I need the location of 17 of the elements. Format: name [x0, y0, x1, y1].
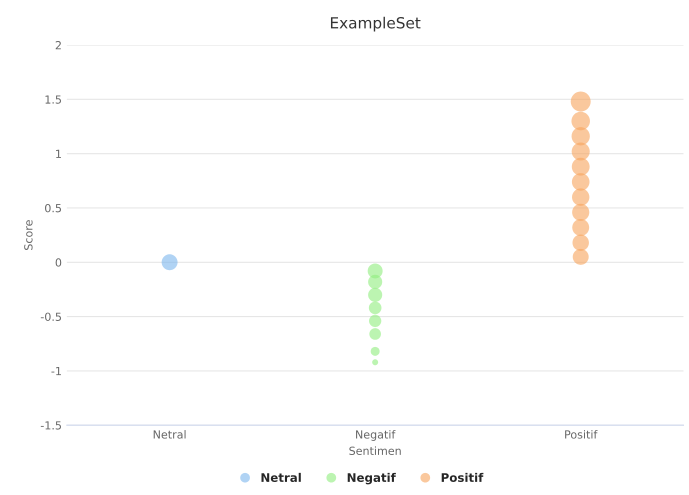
x-tick-label: Positif	[565, 430, 598, 439]
y-tick-label: 1	[56, 150, 61, 158]
legend-label: Positif	[442, 472, 484, 482]
y-tick-label: -1.5	[40, 421, 61, 430]
y-tick-label: 1.5	[46, 95, 61, 104]
x-tick-label: Netral	[154, 430, 186, 439]
legend-label: Negatif	[348, 472, 396, 484]
legend-label: Netral	[262, 472, 301, 482]
chart-title: ExampleSet	[330, 16, 420, 32]
x-axis-title: Sentimen	[349, 446, 401, 455]
y-tick-label: 0	[56, 258, 62, 267]
y-tick-label: 0.5	[45, 204, 61, 212]
y-axis-title: Score	[24, 220, 33, 250]
y-tick-label: 2	[56, 41, 61, 50]
y-tick-label: -1	[51, 367, 61, 376]
x-tick-label: Negatif	[356, 430, 396, 441]
y-tick-label: -0.5	[40, 312, 61, 321]
